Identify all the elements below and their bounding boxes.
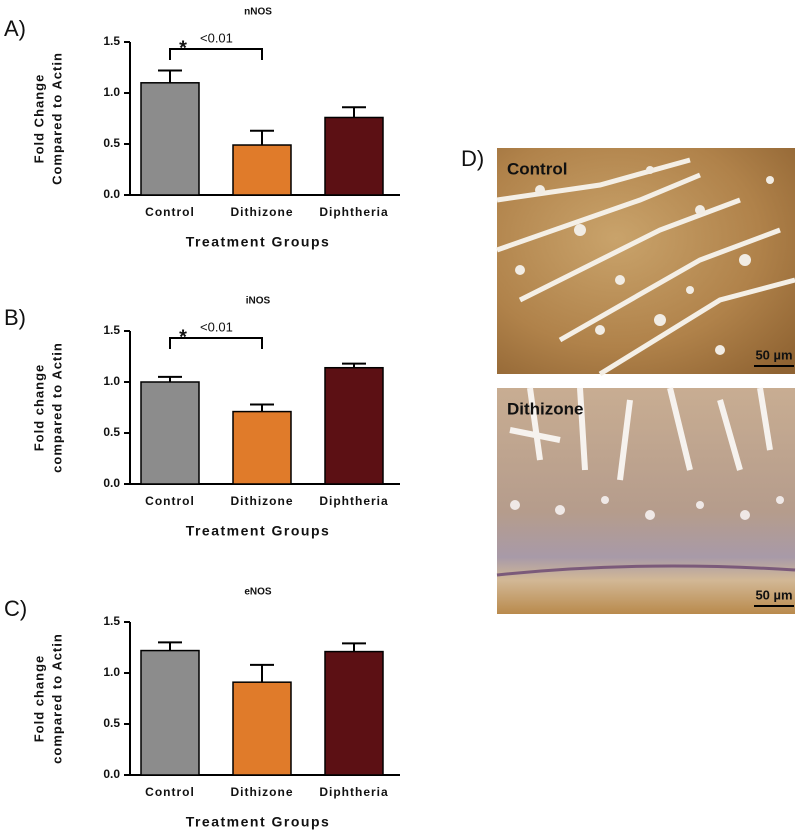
y-tick-label: 0.0 xyxy=(103,187,120,201)
significance-marker: * xyxy=(179,326,187,348)
y-axis-label: Fold change xyxy=(31,655,46,743)
micrograph-dithizone xyxy=(496,387,796,614)
significance-bracket xyxy=(169,48,263,60)
significance-text: <0.01 xyxy=(200,319,233,334)
bar xyxy=(324,650,384,776)
y-axis-label: Fold Change xyxy=(31,74,46,164)
y-axis-label: compared to Actin xyxy=(49,342,64,473)
x-axis-label: Treatment Groups xyxy=(186,814,331,830)
x-tick-label: Dithizone xyxy=(231,785,294,799)
panel-label: D) xyxy=(461,146,484,171)
panel-label: C) xyxy=(4,596,27,621)
x-axis-label: Treatment Groups xyxy=(186,234,331,250)
panel-label: B) xyxy=(4,305,26,330)
bar xyxy=(140,381,200,485)
bar xyxy=(324,366,384,485)
y-tick-label: 1.0 xyxy=(103,85,120,99)
x-tick-label: Control xyxy=(145,205,195,219)
chart-title: eNOS xyxy=(244,587,272,598)
y-tick-label: 0.5 xyxy=(103,716,120,730)
y-tick-label: 0.0 xyxy=(103,767,120,781)
y-tick-label: 1.5 xyxy=(103,614,120,628)
bar xyxy=(232,410,292,485)
x-tick-label: Diphtheria xyxy=(319,494,388,508)
y-tick-label: 0.5 xyxy=(103,425,120,439)
x-tick-label: Diphtheria xyxy=(319,205,388,219)
bar xyxy=(140,649,200,776)
y-tick-label: 1.5 xyxy=(103,323,120,337)
chart-title: iNOS xyxy=(246,296,271,307)
scale-label: 50 µm xyxy=(755,347,792,362)
x-tick-label: Diphtheria xyxy=(319,785,388,799)
chart-title: nNOS xyxy=(244,7,272,18)
y-tick-label: 1.0 xyxy=(103,665,120,679)
significance-text: <0.01 xyxy=(200,30,233,45)
y-axis-label: Fold change xyxy=(31,364,46,452)
x-tick-label: Control xyxy=(145,785,195,799)
y-tick-label: 0.0 xyxy=(103,476,120,490)
image-label: Dithizone xyxy=(507,399,584,418)
panel-label: A) xyxy=(4,16,26,41)
y-tick-label: 1.0 xyxy=(103,374,120,388)
image-label: Control xyxy=(507,159,567,178)
significance-bracket xyxy=(169,337,263,349)
bar xyxy=(140,82,200,196)
x-tick-label: Control xyxy=(145,494,195,508)
x-axis-label: Treatment Groups xyxy=(186,523,331,539)
significance-marker: * xyxy=(179,37,187,59)
y-tick-label: 0.5 xyxy=(103,136,120,150)
x-tick-label: Dithizone xyxy=(231,205,294,219)
y-axis-label: compared to Actin xyxy=(49,633,64,764)
y-tick-label: 1.5 xyxy=(103,34,120,48)
bar xyxy=(232,681,292,776)
bar xyxy=(324,116,384,196)
bar xyxy=(232,144,292,196)
x-tick-label: Dithizone xyxy=(231,494,294,508)
scale-label: 50 µm xyxy=(755,587,792,602)
y-axis-label: Compared to Actin xyxy=(49,52,64,185)
micrograph-control xyxy=(496,148,796,377)
